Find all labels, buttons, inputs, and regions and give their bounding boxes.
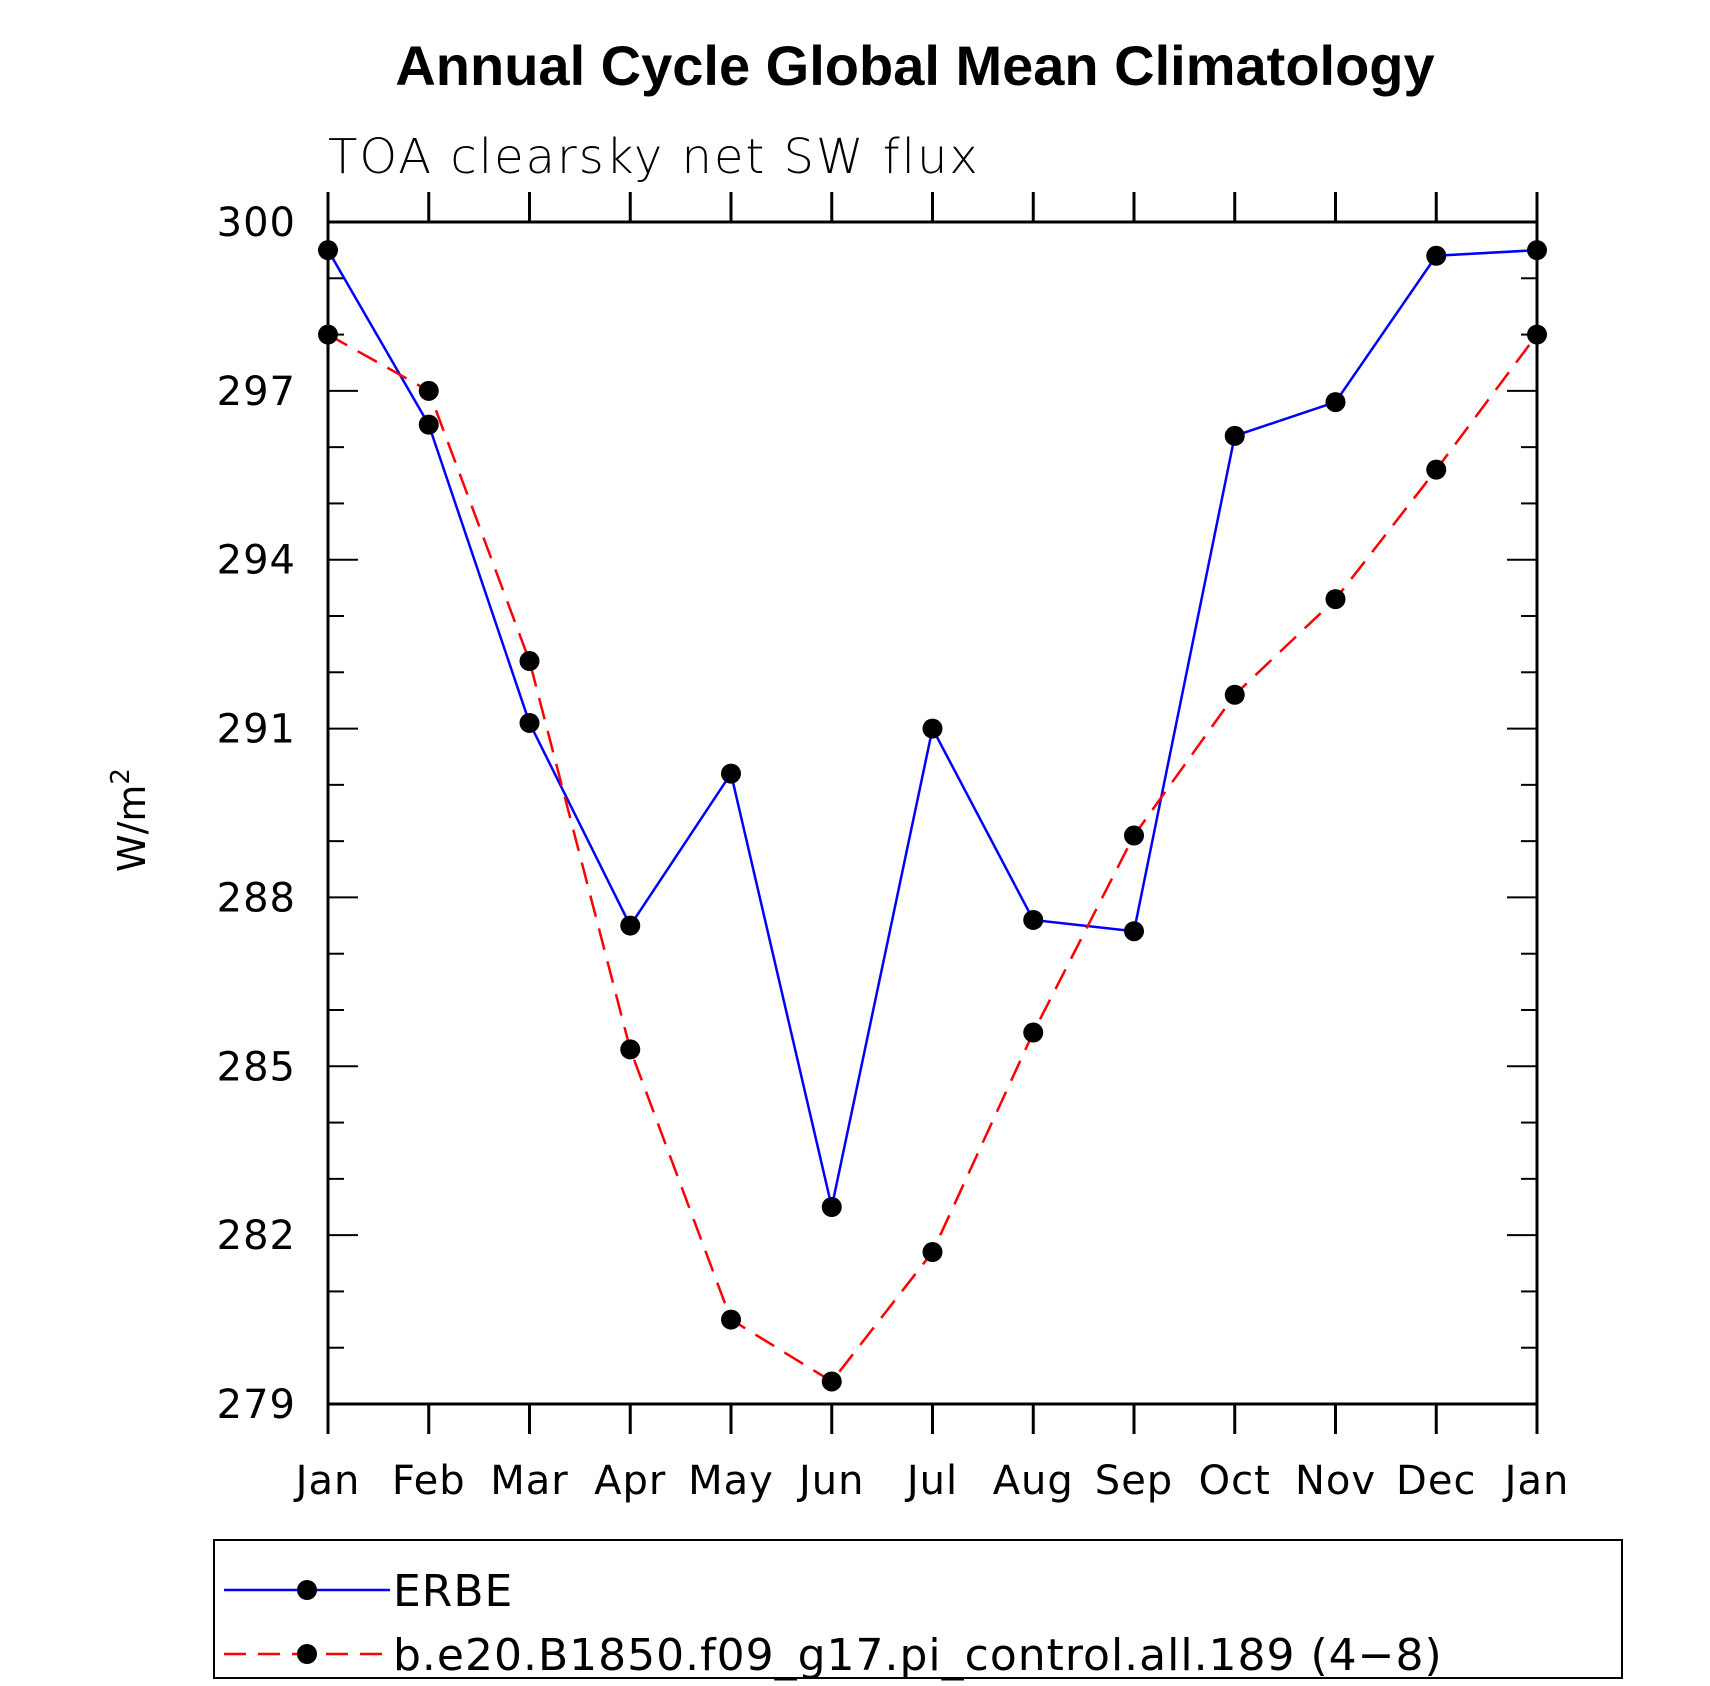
x-tick-label: Jan [1502, 1458, 1570, 1504]
series-1-point [418, 414, 439, 435]
series-1-point [519, 712, 540, 733]
y-tick-label: 294 [217, 538, 296, 584]
x-tick-label: Sep [1095, 1458, 1173, 1504]
y-axis-label-superscript: 2 [106, 768, 136, 785]
legend-marker-1 [297, 1580, 317, 1600]
x-tick-label: Mar [490, 1458, 568, 1504]
series-1-point [1124, 921, 1144, 942]
x-tick-label: Jun [796, 1458, 865, 1504]
series-2-point [1426, 459, 1447, 480]
series-2-point [1325, 589, 1346, 610]
y-axis-label: W/m2 [106, 768, 154, 872]
series-1-point [922, 718, 943, 739]
x-tick-label: Apr [594, 1458, 666, 1504]
x-tick-label: May [688, 1458, 774, 1504]
series-2-point [721, 1309, 741, 1330]
series-layer [318, 240, 1547, 1392]
legend-label-1: ERBE [393, 1566, 513, 1617]
legend-box [213, 1539, 1623, 1679]
series-1-point [1325, 392, 1346, 413]
legend: ERBE b.e20.B1850.f09_g17.pi_control.all.1… [213, 1539, 1623, 1681]
series-2-point [519, 651, 540, 672]
series-1-point [821, 1197, 842, 1217]
series-2-point [1124, 825, 1144, 846]
y-tick-label: 282 [217, 1213, 296, 1259]
y-tick-label: 291 [217, 707, 296, 753]
y-tick-label: 279 [217, 1382, 296, 1428]
y-tick-label: 297 [217, 369, 296, 415]
y-tick-label: 288 [217, 875, 296, 921]
series-2-point [1224, 684, 1245, 705]
series-1-point [1023, 909, 1044, 930]
x-tick-label: Aug [993, 1458, 1074, 1504]
series-2-point [418, 380, 439, 401]
tick-labels: Jan Feb Mar Apr May Jun Jul Aug Sep Oct Nov Dec Jan 2… [217, 200, 1570, 1504]
series-1-point [721, 763, 741, 784]
legend-label-2: b.e20.B1850.f09_g17.pi_control.all.189 (… [393, 1630, 1443, 1681]
chart-subtitle: TOA clearsky net SW flux [328, 129, 980, 185]
x-tick-label: Nov [1295, 1458, 1376, 1504]
axis-ticks [326, 192, 1539, 1434]
series-1-point [620, 915, 641, 936]
chart-title: Annual Cycle Global Mean Climatology [395, 34, 1434, 97]
y-axis-label-base: W/m [110, 785, 154, 872]
legend-marker-2 [297, 1644, 317, 1664]
series-1-point [1426, 245, 1447, 266]
series-1-point [1224, 425, 1245, 446]
x-tick-label: Dec [1396, 1458, 1476, 1504]
y-tick-label: 300 [217, 200, 296, 246]
series-2-point [620, 1039, 641, 1060]
series-2-point [1023, 1022, 1044, 1043]
x-tick-label: Jul [904, 1458, 958, 1504]
y-tick-label: 285 [217, 1044, 296, 1090]
x-tick-label: Feb [392, 1458, 466, 1504]
x-tick-label: Jan [293, 1458, 361, 1504]
series-line-2 [327, 333, 1539, 1384]
plot-frame [326, 220, 1539, 1406]
series-2-point [922, 1242, 943, 1263]
series-2-point [821, 1371, 842, 1392]
x-tick-label: Oct [1199, 1458, 1271, 1504]
